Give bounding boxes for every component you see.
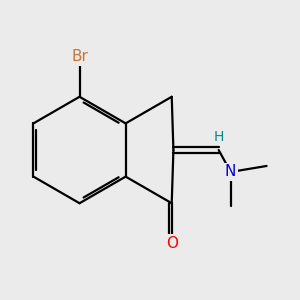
Text: N: N <box>225 164 236 179</box>
Text: Br: Br <box>71 50 88 64</box>
Text: O: O <box>166 236 178 250</box>
Text: H: H <box>214 130 224 144</box>
